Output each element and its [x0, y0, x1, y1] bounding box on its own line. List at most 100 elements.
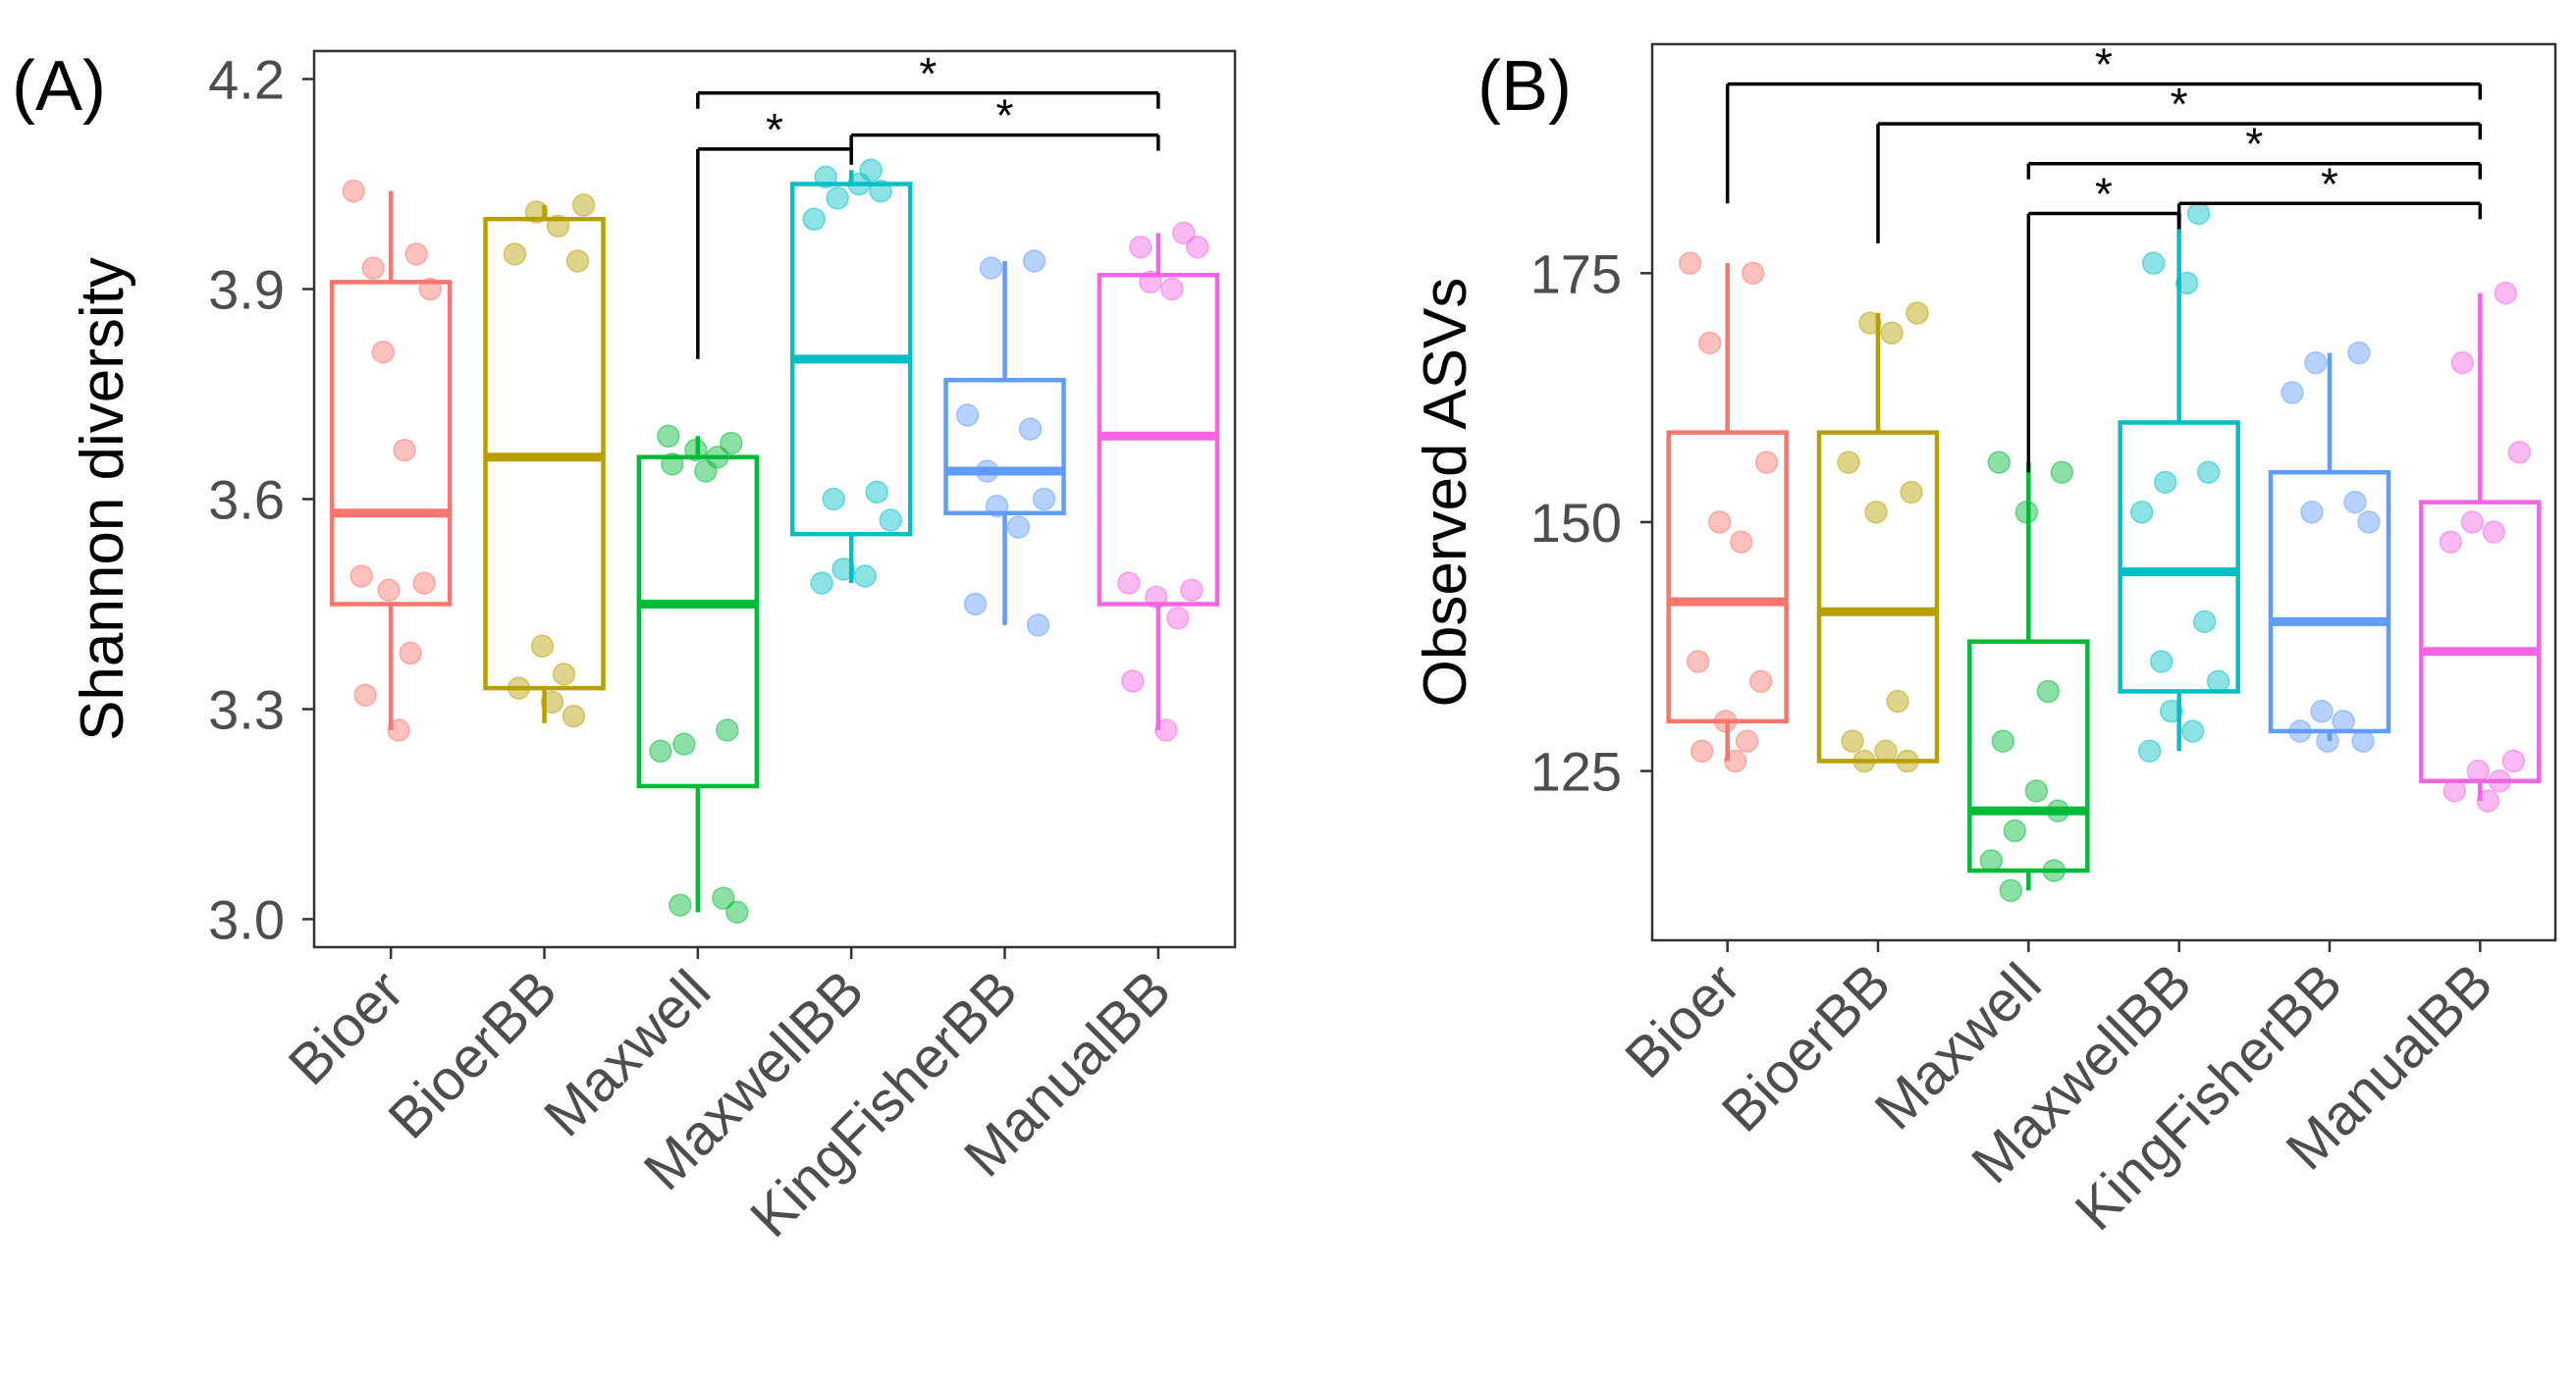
- box-iqr: [1816, 430, 1940, 764]
- data-point: [975, 459, 999, 483]
- data-point: [1905, 301, 1929, 325]
- data-point: [377, 578, 401, 602]
- data-point: [1987, 451, 2012, 474]
- data-point: [1678, 251, 1702, 275]
- panel-a-y-tick-label: 3.6: [208, 469, 285, 531]
- data-point: [1018, 417, 1043, 441]
- data-point: [361, 256, 385, 280]
- panel-a-x-tick-label: KingFisherBB: [738, 958, 1030, 1249]
- data-point: [1741, 261, 1765, 286]
- data-point: [1729, 530, 1753, 554]
- data-point: [1121, 669, 1145, 693]
- data-point: [955, 403, 980, 427]
- data-point: [2450, 350, 2475, 375]
- data-point: [1154, 718, 1178, 742]
- significance-star: *: [2095, 39, 2113, 90]
- panel-a-x-tick-label: Bioer: [277, 958, 416, 1097]
- data-point: [2357, 510, 2381, 534]
- panel-b-y-axis-title: Observed ASVs: [1412, 278, 1479, 708]
- panel-a-plot-border: [312, 49, 1237, 949]
- data-point: [657, 424, 680, 449]
- data-point: [1713, 710, 1738, 733]
- data-point: [2507, 441, 2532, 464]
- data-point: [2466, 759, 2491, 783]
- data-point: [546, 214, 570, 239]
- data-point: [2192, 610, 2217, 634]
- data-point: [672, 732, 696, 756]
- data-point: [571, 193, 596, 217]
- panel-b-significance-bracket: *: [1876, 79, 2483, 243]
- data-point: [2494, 281, 2518, 305]
- significance-star: *: [2171, 79, 2188, 130]
- data-point: [507, 676, 531, 700]
- data-point: [2310, 699, 2334, 723]
- panel-b-significance-bracket: *: [2026, 119, 2483, 180]
- box-iqr: [2118, 420, 2240, 694]
- data-point: [2347, 341, 2371, 365]
- panel-a: (A) Shannon diversity 3.0 3.3 3.6 3.9 4.2 Bioer…: [12, 47, 1237, 1249]
- data-point: [2439, 530, 2463, 554]
- data-point: [2488, 769, 2512, 793]
- data-point: [2046, 799, 2070, 823]
- panel-b-y-tick-label: 150: [1530, 492, 1622, 554]
- data-point: [1999, 878, 2023, 903]
- data-point: [412, 571, 436, 595]
- data-point: [1697, 331, 1722, 355]
- data-point: [1979, 849, 2004, 873]
- data-point: [353, 683, 377, 707]
- data-point: [1026, 613, 1050, 637]
- data-point: [2316, 729, 2339, 753]
- data-point: [2343, 490, 2367, 514]
- data-point: [1896, 749, 1919, 773]
- data-point: [1874, 739, 1898, 764]
- data-point: [387, 718, 410, 742]
- data-point: [2206, 669, 2230, 693]
- data-point: [1735, 729, 1759, 753]
- data-point: [979, 256, 1003, 280]
- data-point: [2129, 501, 2154, 524]
- data-point: [540, 690, 564, 715]
- data-point: [2180, 719, 2205, 743]
- data-point: [720, 431, 743, 455]
- panel-b-box-bioer: [1666, 251, 1789, 773]
- data-point: [869, 179, 892, 203]
- data-point: [2174, 271, 2199, 295]
- panel-a-significance-bracket: *: [696, 48, 1160, 109]
- data-point: [963, 592, 988, 616]
- panel-a-y-tick-label: 4.2: [208, 49, 285, 111]
- data-point: [503, 242, 527, 266]
- data-point: [712, 886, 735, 910]
- data-point: [694, 459, 718, 483]
- data-point: [1858, 311, 1882, 335]
- data-point: [2050, 460, 2074, 484]
- data-point: [1880, 321, 1904, 345]
- data-point: [879, 508, 902, 532]
- data-point: [530, 634, 555, 659]
- data-point: [1864, 501, 1888, 524]
- data-point: [349, 564, 373, 588]
- box-iqr: [2419, 500, 2542, 783]
- panel-b-plot-border: [1650, 42, 2557, 942]
- data-point: [2281, 381, 2304, 404]
- data-point: [2137, 739, 2162, 764]
- data-point: [1160, 277, 1184, 301]
- data-point: [649, 739, 672, 764]
- data-point: [725, 900, 749, 925]
- data-point: [2351, 729, 2375, 753]
- panel-b-significance-bracket: *: [2176, 158, 2483, 220]
- data-point: [1006, 515, 1031, 539]
- data-point: [393, 438, 416, 462]
- data-point: [2332, 710, 2355, 733]
- data-point: [1186, 235, 1209, 259]
- panel-b-x-tick-label: Bioer: [1613, 951, 1752, 1090]
- panel-a-y-tick-label: 3.9: [208, 259, 285, 321]
- panel-a-y-axis-title: Shannon diversity: [69, 257, 136, 741]
- panel-a-box-maxwell: [636, 424, 760, 925]
- panel-a-label: (A): [12, 47, 106, 126]
- data-point: [399, 641, 422, 665]
- data-point: [985, 494, 1009, 518]
- data-point: [552, 663, 576, 686]
- data-point: [814, 165, 837, 189]
- data-point: [2442, 779, 2467, 803]
